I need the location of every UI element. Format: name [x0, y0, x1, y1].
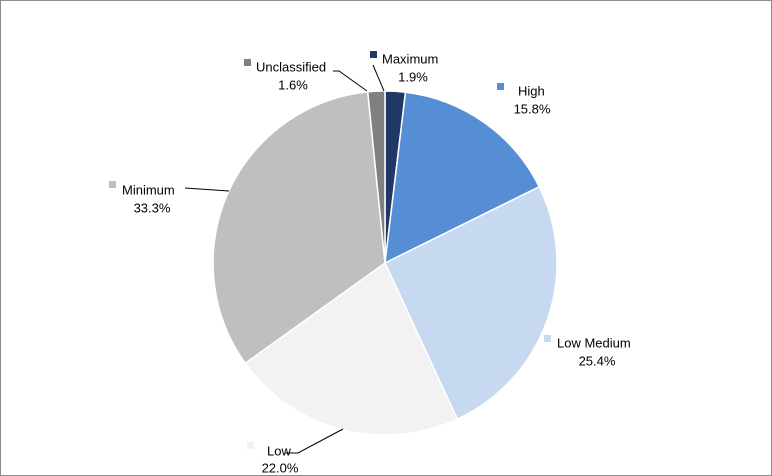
slice-label-unclassified: Unclassified [256, 59, 326, 74]
slice-percent-maximum: 1.9% [398, 69, 428, 84]
slice-percent-high: 15.8% [514, 101, 551, 116]
slice-percent-low: 22.0% [262, 460, 299, 475]
leader-line-maximum [372, 64, 385, 92]
label-swatch-unclassified [244, 59, 251, 66]
pie-slices [212, 90, 558, 436]
slice-label-high: High [518, 83, 545, 98]
label-swatch-low [247, 442, 254, 449]
label-swatch-minimum [109, 181, 116, 188]
label-swatch-low-medium [544, 335, 551, 342]
slice-percent-unclassified: 1.6% [278, 77, 308, 92]
pie-slice-low [244, 261, 459, 436]
leader-lines [184, 64, 385, 454]
slice-label-maximum: Maximum [382, 51, 438, 66]
leader-line-minimum [184, 187, 230, 192]
pie-slice-minimum [212, 91, 386, 365]
leader-line-unclassified [333, 70, 368, 92]
label-swatch-maximum [370, 51, 377, 58]
pie-slice-low-medium [384, 185, 558, 421]
slice-percent-low-medium: 25.4% [579, 353, 616, 368]
slice-label-minimum: Minimum [122, 182, 175, 197]
slice-label-low: Low [267, 443, 291, 458]
pie-slice-high [384, 91, 541, 265]
slice-labels: Maximum 1.9% High 15.8% Low Medium 25.4% Low 22… [109, 51, 631, 475]
label-swatch-high [497, 83, 504, 90]
slice-label-low-medium: Low Medium [557, 335, 631, 350]
slice-percent-minimum: 33.3% [134, 200, 171, 215]
leader-line-low [285, 428, 344, 454]
pie-slice-unclassified [366, 90, 386, 264]
